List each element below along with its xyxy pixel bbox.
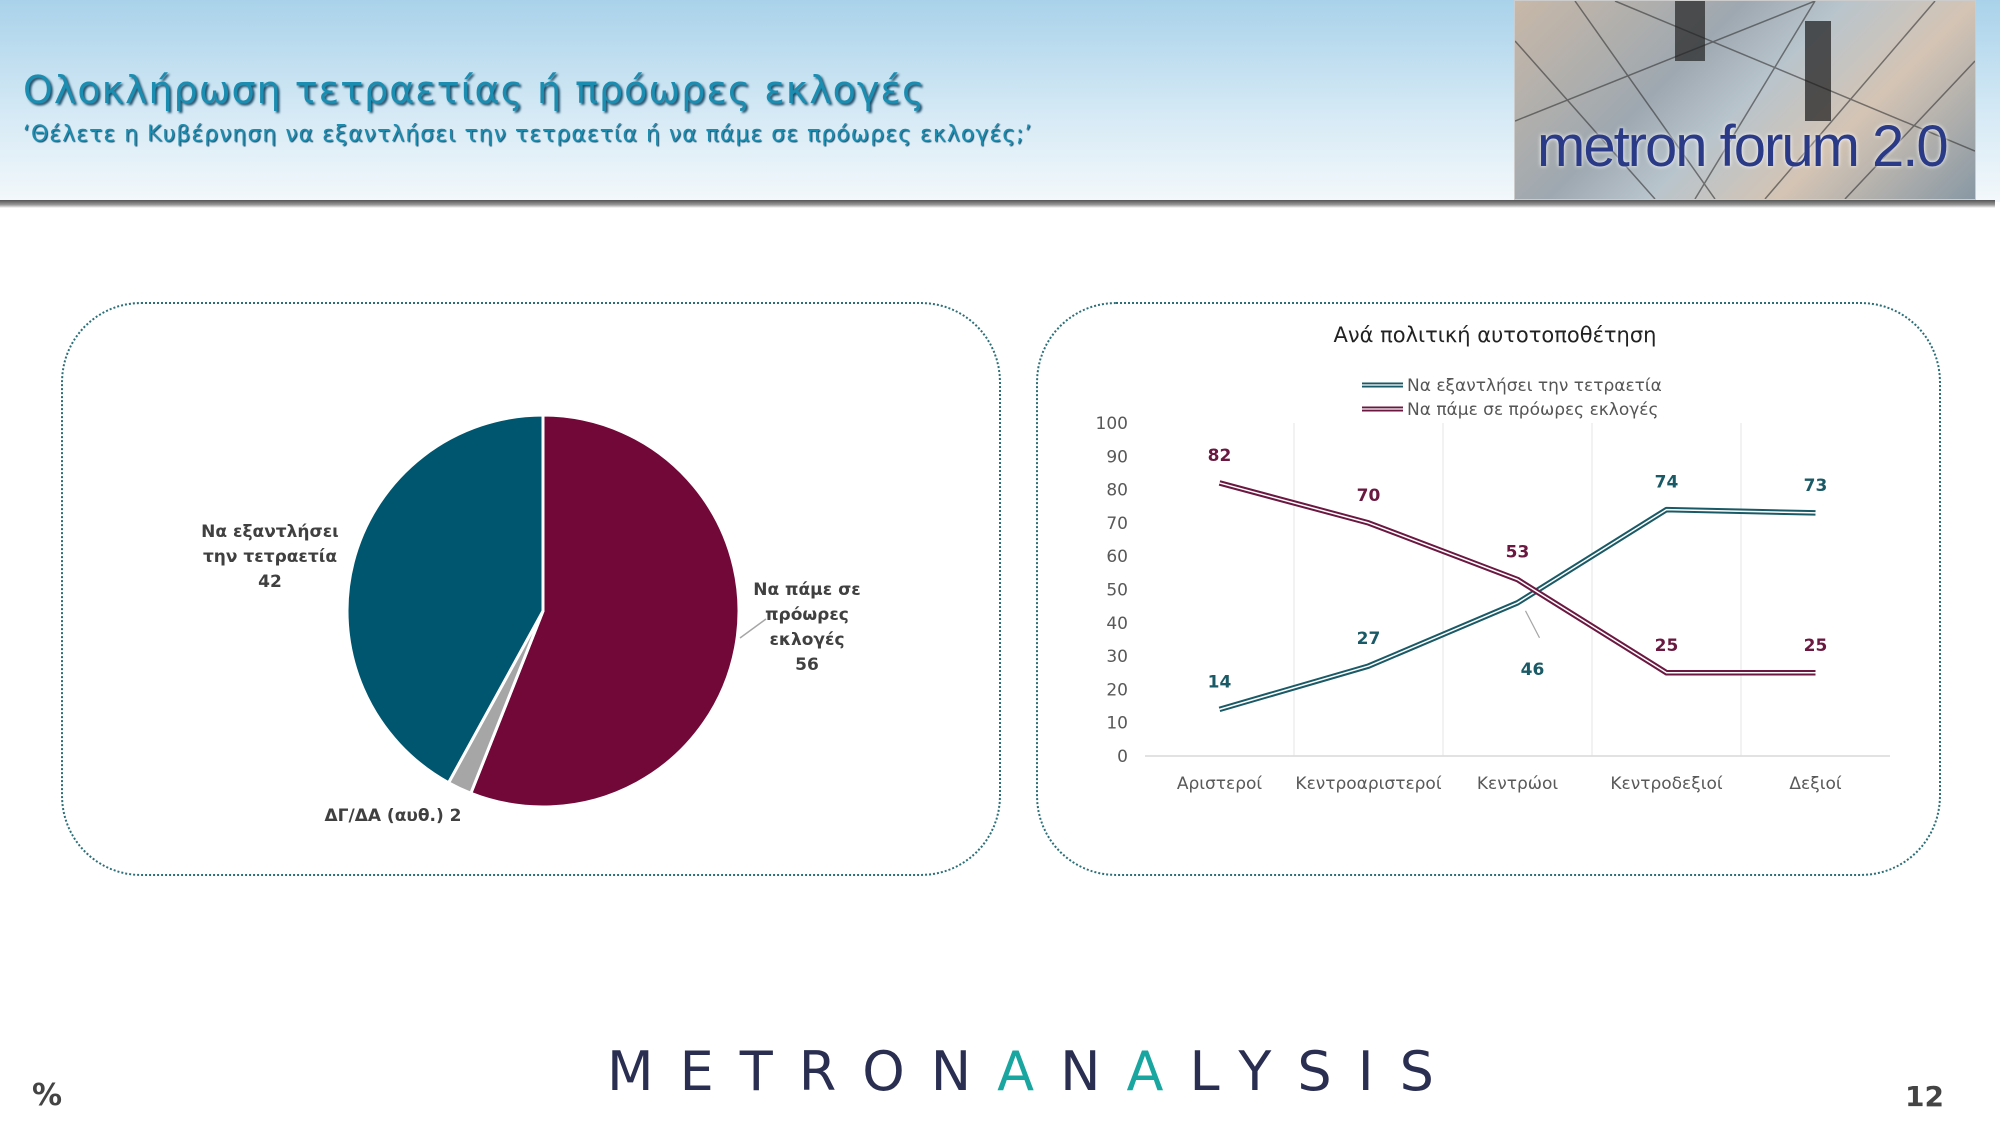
logo-pattern xyxy=(1515,1,1975,199)
metronanalysis-logo: METRONANALYSIS xyxy=(607,1040,1460,1103)
y-tick-label: 80 xyxy=(1106,481,1128,501)
header-divider xyxy=(0,200,1995,208)
pie-label-fouryears: Να εξαντλήσει την τετραετία 42 xyxy=(201,520,339,595)
data-label: 53 xyxy=(1506,543,1530,563)
pie-panel xyxy=(61,302,1001,876)
legend-label-early: Να πάμε σε πρόωρες εκλογές xyxy=(1407,400,1658,420)
data-label: 82 xyxy=(1208,446,1232,466)
pie-label-line: πρόωρες xyxy=(765,605,849,625)
data-label: 73 xyxy=(1804,476,1828,496)
legend-label-fouryears: Να εξαντλήσει την τετραετία xyxy=(1407,376,1662,396)
logo-text: metron forum 2.0 xyxy=(1537,114,1949,179)
data-label: 25 xyxy=(1804,636,1828,656)
y-tick-label: 10 xyxy=(1106,714,1128,734)
series-line-inner xyxy=(1219,482,1816,674)
x-tick-label: Κεντρώοι xyxy=(1477,774,1558,794)
data-label: 74 xyxy=(1655,473,1679,493)
pie-label-dk: ΔΓ/ΔΑ (αυθ.) 2 xyxy=(324,804,461,829)
page-title: Ολοκλήρωση τετραετίας ή πρόωρες εκλογές xyxy=(23,68,926,112)
pie-label-value: 42 xyxy=(258,572,282,592)
data-label: 46 xyxy=(1521,660,1545,680)
page-number: 12 xyxy=(1905,1080,1944,1113)
y-tick-label: 20 xyxy=(1106,680,1128,700)
pie-chart xyxy=(345,413,767,809)
page-subtitle: ‘Θέλετε η Κυβέρνηση να εξαντλήσει την τε… xyxy=(23,122,1033,147)
line-chart-title: Ανά πολιτική αυτοτοποθέτηση xyxy=(1334,323,1657,347)
y-tick-label: 60 xyxy=(1106,547,1128,567)
pie-leader-line xyxy=(739,618,767,639)
legend: Να εξαντλήσει την τετραετία Να πάμε σε π… xyxy=(1362,376,1662,420)
pie-slice xyxy=(345,413,545,785)
y-tick-label: 90 xyxy=(1106,447,1128,467)
pie-label-line: εκλογές xyxy=(769,630,845,650)
pie-label-line: την τετραετία xyxy=(202,547,338,567)
data-label: 27 xyxy=(1357,629,1381,649)
y-tick-label: 50 xyxy=(1106,581,1128,601)
pie-label-line: Να εξαντλήσει xyxy=(201,522,339,542)
data-label: 25 xyxy=(1655,636,1679,656)
data-label: 70 xyxy=(1357,486,1381,506)
x-tick-label: Κεντροαριστεροί xyxy=(1295,774,1441,794)
pie-label-line: Να πάμε σε xyxy=(753,580,861,600)
y-tick-label: 30 xyxy=(1106,647,1128,667)
pie-slice xyxy=(468,413,741,809)
x-tick-label: Αριστεροί xyxy=(1177,774,1263,794)
x-tick-label: Δεξιοί xyxy=(1789,774,1841,794)
pie-label-early-elections: Να πάμε σε πρόωρες εκλογές 56 xyxy=(753,578,861,678)
data-label-leader xyxy=(1524,610,1541,639)
data-label: 14 xyxy=(1208,672,1232,692)
unit-label: % xyxy=(32,1078,63,1113)
series-line xyxy=(1218,506,1816,713)
x-tick-label: Κεντροδεξιοί xyxy=(1610,774,1722,794)
pie-label-value: 56 xyxy=(795,655,819,675)
metron-forum-logo: metron forum 2.0 xyxy=(1514,0,1976,200)
y-tick-label: 70 xyxy=(1106,514,1128,534)
y-tick-label: 40 xyxy=(1106,614,1128,634)
pie-label-line: ΔΓ/ΔΑ (αυθ.) 2 xyxy=(324,806,462,826)
y-tick-label: 100 xyxy=(1096,414,1128,434)
line-chart: Ανά πολιτική αυτοτοποθέτηση Να εξαντλήσε… xyxy=(1096,323,1890,794)
series-line-inner xyxy=(1219,508,1816,711)
line-panel xyxy=(1036,302,1941,876)
y-tick-label: 0 xyxy=(1117,747,1128,767)
